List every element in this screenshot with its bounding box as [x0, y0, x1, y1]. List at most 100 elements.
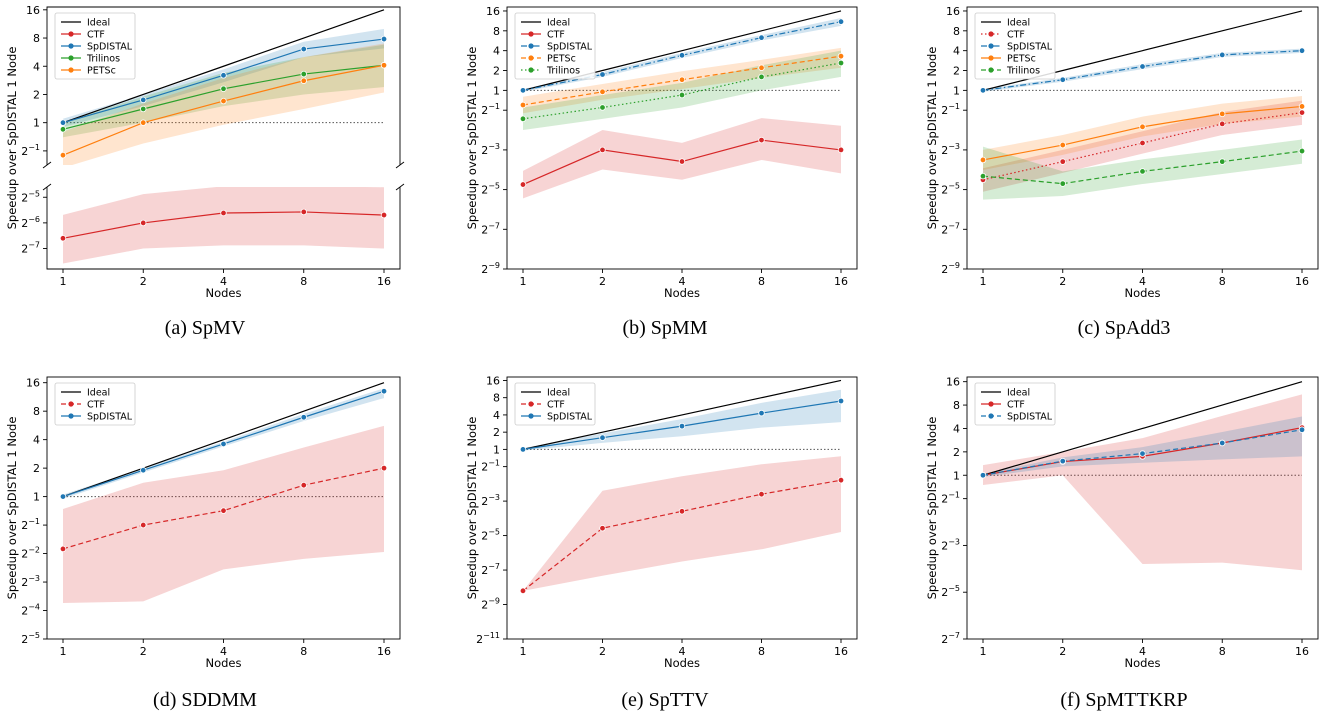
data-point-spdistal — [758, 34, 765, 41]
y-tick-label: 2−2 — [21, 546, 40, 561]
data-point-petsc — [220, 97, 227, 105]
band-ctf — [63, 425, 384, 604]
y-tick-label: 2 — [33, 88, 40, 101]
legend-marker-ctf — [528, 31, 534, 37]
legend-label-spdistal: SpDISTAL — [87, 42, 133, 53]
x-tick-label: 4 — [1139, 275, 1146, 288]
y-axis-label: Speedup over SpDISTAL 1 Node — [5, 47, 19, 230]
legend-label-ideal: Ideal — [547, 18, 570, 29]
x-tick-label: 16 — [834, 275, 848, 288]
data-point-ctf — [678, 508, 686, 515]
data-point-petsc — [59, 151, 67, 159]
data-point-spdistal — [599, 434, 606, 441]
y-tick-label: 1 — [33, 117, 40, 130]
x-tick-label: 8 — [758, 645, 765, 658]
x-tick-label: 1 — [60, 275, 67, 288]
data-point-spdistal — [1059, 76, 1066, 83]
legend-label-petsc: PETSc — [1007, 54, 1036, 65]
legend-label-petsc: PETSc — [87, 66, 116, 77]
series-line-ctf — [62, 467, 385, 550]
subfigure-caption: (c) SpAdd3 — [1078, 317, 1171, 339]
data-point-spdistal — [59, 119, 67, 126]
data-point-spdistal — [380, 388, 388, 395]
legend-marker-ctf — [528, 401, 534, 407]
legend-marker-trilinos — [528, 67, 534, 73]
data-point-ctf — [140, 219, 147, 227]
legend-label-ctf: CTF — [547, 400, 565, 411]
legend-label-ideal: Ideal — [1007, 18, 1030, 29]
data-point-ctf — [758, 136, 765, 144]
y-tick-label: 2−5 — [21, 631, 40, 646]
x-tick-label: 16 — [1295, 645, 1309, 658]
y-tick-label: 8 — [493, 25, 500, 38]
x-tick-label: 4 — [679, 645, 686, 658]
y-axis-label: Speedup over SpDISTAL 1 Node — [5, 417, 19, 600]
series-line-ctf — [522, 479, 842, 592]
data-point-ctf — [678, 158, 686, 165]
y-tick-label: 2−5 — [21, 189, 40, 204]
legend-label-spdistal: SpDISTAL — [547, 42, 593, 53]
legend-label-petsc: PETSc — [547, 54, 576, 65]
data-point-spdistal — [758, 409, 765, 417]
data-point-ctf — [1059, 158, 1066, 165]
y-tick-label: 2−1 — [941, 102, 960, 117]
x-tick-label: 1 — [980, 645, 987, 658]
y-tick-label: 2−3 — [21, 574, 40, 589]
x-tick-label: 8 — [1219, 645, 1226, 658]
y-axis-label: Speedup over SpDISTAL 1 Node — [465, 47, 479, 230]
data-point-spdistal — [140, 467, 147, 474]
y-tick-label: 2−5 — [481, 528, 500, 543]
legend-label-trilinos: Trilinos — [546, 66, 580, 77]
data-point-ctf — [220, 507, 227, 514]
y-tick-label: 2−4 — [21, 603, 40, 618]
data-point-ctf — [1219, 120, 1226, 128]
legend-label-ideal: Ideal — [547, 388, 570, 399]
y-tick-label: 16 — [946, 5, 960, 18]
legend-marker-petsc — [528, 55, 534, 61]
data-point-spdistal — [599, 71, 606, 78]
legend-label-trilinos: Trilinos — [1006, 66, 1040, 77]
data-point-petsc — [519, 101, 527, 109]
series-line-ideal — [62, 9, 385, 124]
y-tick-label: 2 — [33, 462, 40, 475]
legend-box — [514, 382, 596, 426]
data-point-ctf — [1298, 109, 1306, 116]
data-point-trilinos — [1139, 168, 1146, 175]
data-point-spdistal — [1298, 47, 1306, 54]
data-point-ctf — [300, 208, 307, 216]
y-tick-label: 1 — [953, 469, 960, 482]
y-tick-label: 2−6 — [21, 215, 40, 230]
x-tick-label: 8 — [300, 645, 307, 658]
data-point-ctf — [837, 146, 845, 154]
y-tick-label: 16 — [26, 377, 40, 390]
x-axis-label: Nodes — [205, 656, 241, 670]
data-point-trilinos — [140, 105, 147, 113]
legend-box — [54, 12, 136, 80]
x-tick-label: 2 — [1059, 645, 1066, 658]
band-ctf — [63, 187, 384, 264]
y-tick-label: 2−3 — [481, 493, 500, 508]
x-tick-label: 8 — [300, 275, 307, 288]
y-tick-label: 2−1 — [481, 102, 500, 117]
x-tick-label: 1 — [980, 275, 987, 288]
x-tick-label: 16 — [1295, 275, 1309, 288]
band-ctf — [523, 118, 841, 199]
data-point-petsc — [1059, 141, 1066, 149]
y-tick-label: 2−9 — [481, 597, 500, 612]
data-point-ctf — [837, 476, 845, 484]
data-point-petsc — [979, 156, 987, 164]
axis-break-mark — [395, 183, 405, 191]
y-tick-label: 2 — [493, 426, 500, 439]
legend-marker-spdistal — [68, 413, 74, 419]
legend-label-ideal: Ideal — [87, 388, 110, 399]
data-point-ctf — [220, 209, 227, 217]
legend-marker-ctf — [68, 401, 74, 407]
data-point-spdistal — [519, 446, 527, 453]
y-tick-label: 2−7 — [481, 221, 500, 236]
data-point-spdistal — [519, 87, 527, 94]
data-point-ctf — [519, 181, 527, 188]
y-tick-label: 16 — [486, 374, 500, 387]
